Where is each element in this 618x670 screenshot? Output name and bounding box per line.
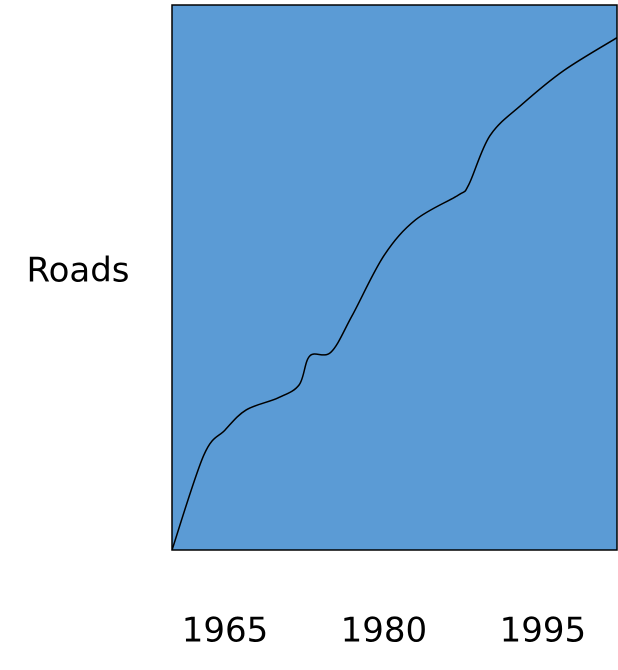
y-axis-label: Roads bbox=[26, 251, 129, 291]
plot-area bbox=[171, 4, 618, 551]
x-tick-label: 1995 bbox=[500, 611, 587, 651]
line bbox=[171, 37, 618, 551]
x-tick-label: 1965 bbox=[182, 611, 269, 651]
x-tick-label: 1980 bbox=[341, 611, 428, 651]
